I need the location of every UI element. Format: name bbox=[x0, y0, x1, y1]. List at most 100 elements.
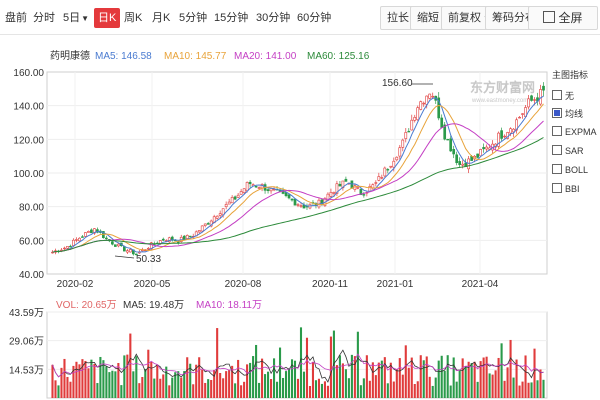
candle-body bbox=[293, 198, 297, 206]
candle-body bbox=[320, 199, 324, 205]
candle-body bbox=[497, 132, 500, 147]
volume-bar bbox=[165, 366, 168, 398]
chevron-down-icon: ▼ bbox=[81, 14, 90, 23]
volume-bar bbox=[284, 371, 288, 398]
candle-body bbox=[233, 196, 237, 200]
tab-60min[interactable]: 60分钟 bbox=[297, 12, 332, 24]
candle-body bbox=[377, 176, 381, 181]
candle-body bbox=[440, 117, 444, 128]
candle-body bbox=[338, 183, 342, 187]
volume-bar bbox=[434, 377, 437, 398]
volume-bar bbox=[317, 378, 321, 398]
candle-body bbox=[431, 95, 435, 98]
candle-body bbox=[123, 246, 126, 252]
volume-bar bbox=[428, 376, 431, 398]
candle-body bbox=[69, 245, 72, 248]
volume-bar bbox=[249, 362, 252, 398]
volume-bar bbox=[455, 381, 458, 398]
ma5-legend: MA5: 146.58 bbox=[95, 51, 152, 62]
volume-bar bbox=[509, 339, 512, 398]
volume-bar bbox=[353, 356, 356, 398]
volume-bar bbox=[189, 363, 192, 398]
volume-y-tick-label: 14.53万 bbox=[9, 365, 44, 376]
volume-ma10-line bbox=[52, 353, 544, 378]
candle-body bbox=[296, 204, 300, 206]
volume-ma-lines bbox=[52, 349, 544, 383]
volume-bar bbox=[359, 385, 362, 398]
candle-body bbox=[428, 93, 432, 99]
tab-monthly-k[interactable]: 月K bbox=[152, 12, 171, 24]
tab-weekly-k[interactable]: 周K bbox=[124, 12, 143, 24]
volume-bar bbox=[305, 337, 309, 398]
indicator-bbi[interactable]: BBI bbox=[552, 183, 580, 194]
volume-bar bbox=[96, 383, 99, 398]
candle-body bbox=[329, 192, 333, 197]
volume-bar bbox=[231, 365, 234, 398]
indicator-sar[interactable]: SAR bbox=[552, 145, 584, 156]
volume-bar bbox=[210, 379, 213, 398]
volume-bar bbox=[138, 383, 141, 398]
volume-bar bbox=[392, 381, 395, 398]
price-y-tick-label: 120.00 bbox=[13, 135, 44, 146]
volume-bar bbox=[449, 385, 452, 398]
volume-bar bbox=[102, 360, 105, 398]
volume-bar bbox=[530, 382, 533, 398]
tab-5day-label: 5日 bbox=[63, 12, 81, 24]
tab-intraday[interactable]: 分时 bbox=[33, 12, 55, 24]
volume-bar bbox=[425, 356, 428, 398]
volume-bar bbox=[362, 378, 365, 398]
indicator-none[interactable]: 无 bbox=[552, 89, 574, 102]
volume-bar bbox=[365, 355, 368, 398]
volume-bar bbox=[539, 369, 542, 398]
volume-bar bbox=[383, 357, 386, 398]
volume-bar bbox=[335, 365, 338, 398]
candle-body bbox=[449, 138, 453, 152]
shrink-button[interactable]: 缩短 bbox=[410, 6, 446, 30]
volume-bar bbox=[156, 364, 159, 398]
indicator-ma[interactable]: 均线 bbox=[552, 107, 583, 120]
candle-body bbox=[530, 95, 533, 101]
tab-30min[interactable]: 30分钟 bbox=[256, 12, 291, 24]
candle-body bbox=[533, 99, 536, 101]
volume-bar bbox=[54, 380, 57, 398]
volume-bar bbox=[491, 374, 494, 398]
price-x-tick-label: 2020-05 bbox=[134, 279, 171, 290]
volume-bar bbox=[219, 373, 222, 398]
candle-body bbox=[254, 185, 258, 188]
candle-body bbox=[344, 178, 348, 182]
candle-body bbox=[446, 138, 450, 141]
volume-bar bbox=[111, 370, 114, 398]
candle-body bbox=[75, 239, 78, 241]
volume-bar bbox=[69, 381, 72, 398]
candle-body bbox=[518, 116, 521, 119]
volume-bar bbox=[141, 377, 144, 398]
tab-premarket[interactable]: 盘前 bbox=[5, 12, 27, 24]
volume-bar bbox=[320, 383, 323, 398]
candle-body bbox=[476, 153, 479, 158]
price-x-tick-label: 2020-11 bbox=[312, 279, 348, 290]
volume-bar bbox=[422, 360, 425, 398]
candle-body bbox=[188, 235, 192, 238]
fullscreen-button[interactable]: 全屏 bbox=[528, 6, 598, 30]
volume-bar bbox=[228, 369, 231, 398]
candle-body bbox=[248, 181, 252, 185]
checkbox-checked-icon bbox=[552, 108, 562, 118]
candle-body bbox=[389, 165, 393, 168]
volume-bar bbox=[255, 344, 258, 398]
indicator-expma[interactable]: EXPMA bbox=[552, 126, 597, 137]
volume-y-tick-label: 29.06万 bbox=[9, 337, 44, 348]
volume-bar bbox=[195, 364, 198, 398]
volume-bars bbox=[51, 327, 545, 398]
tab-5min[interactable]: 5分钟 bbox=[179, 12, 208, 24]
indicator-boll[interactable]: BOLL bbox=[552, 164, 588, 175]
tab-15min[interactable]: 15分钟 bbox=[214, 12, 249, 24]
volume-bar bbox=[368, 380, 371, 398]
volume-bar bbox=[323, 381, 326, 398]
tab-5day[interactable]: 5日▼ bbox=[63, 9, 89, 27]
tab-daily-k[interactable]: 日K bbox=[94, 8, 121, 28]
vol-legend: VOL: 20.65万 bbox=[56, 300, 117, 311]
volume-bar bbox=[207, 379, 210, 398]
volume-bar bbox=[419, 355, 422, 398]
volume-bar bbox=[171, 377, 174, 398]
indicator-boll-label: BOLL bbox=[565, 165, 589, 175]
